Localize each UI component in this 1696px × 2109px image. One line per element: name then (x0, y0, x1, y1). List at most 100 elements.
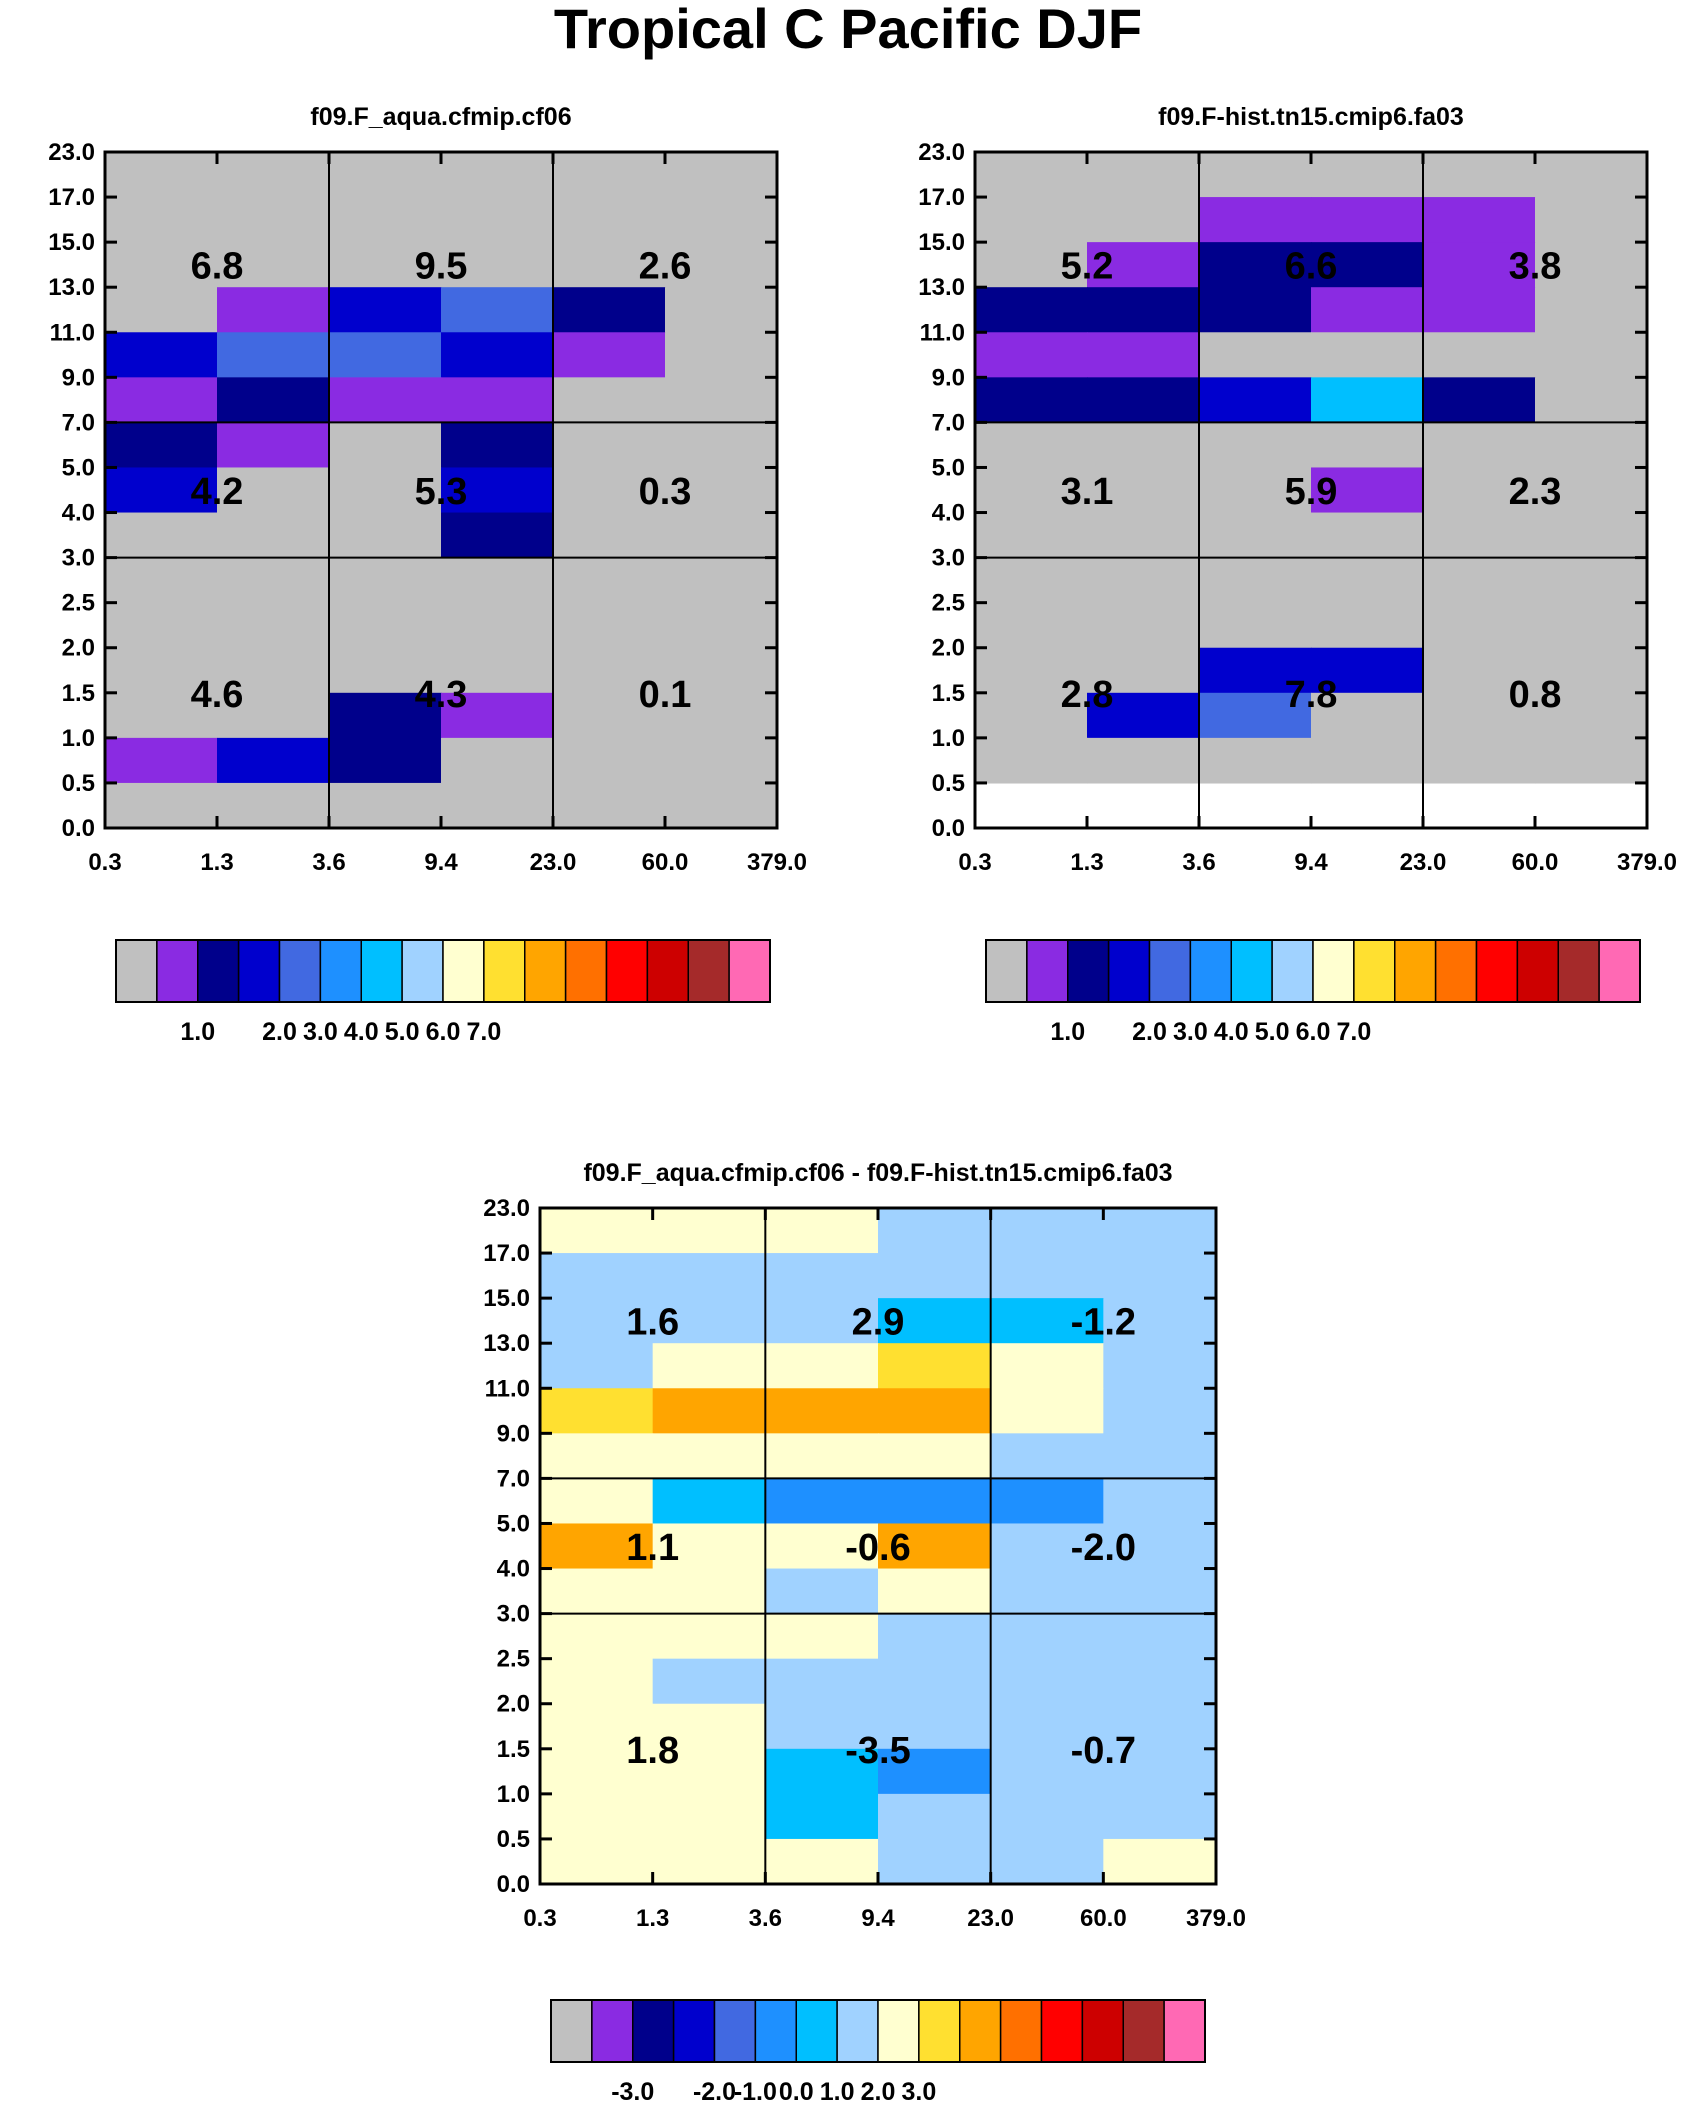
heatmap-cell (665, 512, 778, 559)
heatmap-cell (217, 287, 330, 333)
heatmap-cell (217, 602, 330, 649)
heatmap-cell (441, 647, 554, 694)
heatmap-cell (441, 512, 554, 559)
y-tick-label: 23.0 (483, 1195, 530, 1222)
heatmap-cell (652, 1523, 766, 1570)
x-tick-label: 60.0 (1080, 1905, 1127, 1932)
heatmap-cell (329, 332, 442, 378)
heatmap-cell (1199, 242, 1312, 288)
heatmap-cell (1535, 692, 1648, 739)
colorbar-box (687, 939, 730, 1003)
heatmap-cell (553, 602, 666, 649)
colorbar-label: 7.0 (466, 1018, 501, 1046)
heatmap-cell (540, 1388, 654, 1434)
heatmap-cell (990, 1748, 1104, 1795)
heatmap-cell (665, 647, 778, 694)
heatmap-cell (975, 422, 1088, 469)
colorbar-label: -3.0 (611, 2078, 654, 2106)
heatmap-cell (1311, 647, 1424, 694)
y-tick-label: 5.0 (497, 1510, 530, 1537)
heatmap-cell (878, 1748, 992, 1795)
colorbar-box (877, 1999, 920, 2063)
heatmap-cell (990, 1208, 1104, 1254)
x-tick-label: 379.0 (1617, 849, 1677, 876)
x-tick-label: 23.0 (1400, 849, 1447, 876)
y-tick-label: 15.0 (48, 229, 95, 256)
y-tick-label: 5.0 (62, 454, 95, 481)
heatmap-cell (217, 332, 330, 378)
heatmap-cell (765, 1793, 879, 1840)
colorbar-box (1271, 939, 1314, 1003)
heatmap-cell (329, 422, 442, 469)
heatmap-cell (329, 197, 442, 243)
heatmap-cell (990, 1388, 1104, 1434)
group-value-label: 2.8 (1061, 674, 1114, 716)
heatmap-cell (765, 1658, 879, 1705)
heatmap-cell (329, 287, 442, 333)
heatmap-cell (1311, 467, 1424, 514)
heatmap-cell (441, 467, 554, 514)
group-value-label: 3.8 (1509, 246, 1562, 288)
y-tick-label: 0.5 (932, 770, 965, 797)
group-value-label: -1.2 (1071, 1302, 1136, 1344)
heatmap-cell (1087, 287, 1200, 333)
heatmap-cell (329, 152, 442, 198)
heatmap-cell (441, 557, 554, 604)
heatmap-cell (878, 1613, 992, 1660)
colorbar-frame (985, 939, 1641, 1003)
heatmap-cell (329, 242, 442, 288)
heatmap-cell (540, 1658, 654, 1705)
heatmap-cell (105, 557, 218, 604)
heatmap-cell (990, 1658, 1104, 1705)
heatmap-cell (765, 1343, 879, 1389)
y-tick-label: 7.0 (62, 409, 95, 436)
heatmap-cell (652, 1703, 766, 1750)
heatmap-cell (1199, 152, 1312, 198)
colorbar-label: 3.0 (303, 1018, 338, 1046)
heatmap-cell (1199, 377, 1312, 423)
colorbar-box (836, 1999, 879, 2063)
heatmap-cell (1311, 377, 1424, 423)
heatmap-cell (540, 1568, 654, 1615)
colorbar-box (1107, 939, 1151, 1003)
heatmap-cell (665, 692, 778, 739)
heatmap-cell (1087, 737, 1200, 784)
heatmap-cell (441, 332, 554, 378)
colorbar-box (1067, 939, 1110, 1003)
heatmap-cell (329, 647, 442, 694)
heatmap-cell (540, 1613, 654, 1660)
y-tick-label: 0.5 (497, 1826, 530, 1853)
heatmap-cell (1199, 692, 1312, 739)
heatmap-cell (1311, 197, 1424, 243)
y-tick-label: 1.0 (497, 1781, 530, 1808)
heatmap-cell (1535, 602, 1648, 649)
heatmap-cell (1087, 557, 1200, 604)
colorbar-label: 1.0 (1050, 1018, 1085, 1046)
heatmap-cell (1423, 422, 1536, 469)
colorbar-box (1516, 939, 1559, 1003)
y-tick-label: 1.5 (497, 1736, 530, 1763)
y-tick-label: 23.0 (48, 139, 95, 166)
heatmap-cell (975, 152, 1088, 198)
heatmap-cell (990, 1613, 1104, 1660)
heatmap-cell (665, 467, 778, 514)
group-value-label: 9.5 (415, 246, 468, 288)
heatmap-cell (1311, 287, 1424, 333)
colorbar-label: -2.0 (693, 2078, 736, 2106)
heatmap-cell (441, 152, 554, 198)
x-tick-label: 60.0 (1512, 849, 1559, 876)
colorbar-box (754, 1999, 797, 2063)
heatmap-cell (975, 512, 1088, 559)
heatmap-cell (105, 692, 218, 739)
heatmap-cell (990, 1298, 1104, 1344)
colorbar-label: 6.0 (426, 1018, 461, 1046)
heatmap-cell (1103, 1298, 1217, 1344)
x-tick-label: 3.6 (749, 1905, 782, 1932)
heatmap-cell (217, 152, 330, 198)
heatmap-cell (765, 1523, 879, 1570)
heatmap-cell (217, 557, 330, 604)
group-value-label: 1.1 (626, 1527, 679, 1569)
heatmap-cell (765, 1838, 879, 1885)
y-tick-label: 3.0 (932, 545, 965, 572)
heatmap-cell (975, 242, 1088, 288)
